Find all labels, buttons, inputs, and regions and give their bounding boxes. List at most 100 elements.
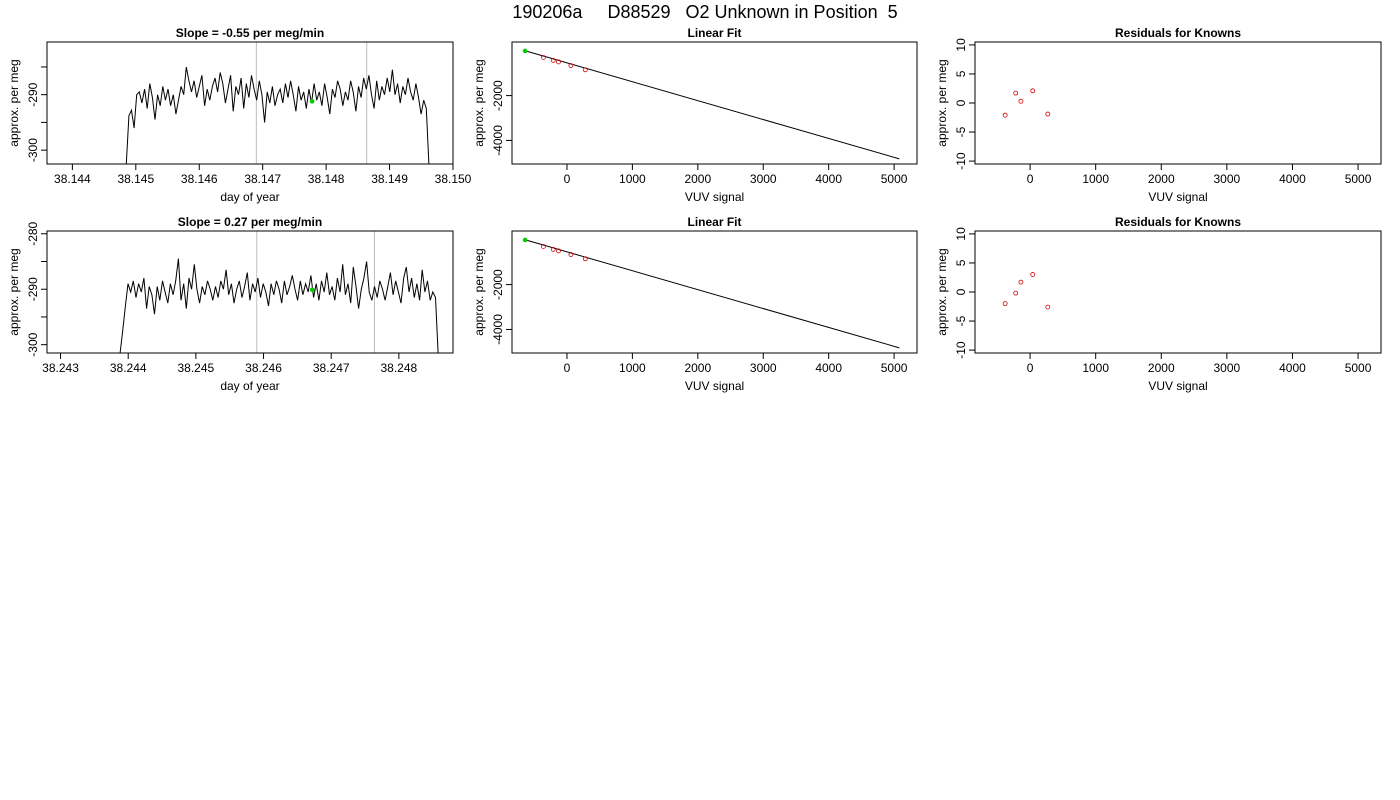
x-tick-label: 1000 [619, 172, 646, 186]
y-tick-label: -280 [26, 221, 40, 245]
y-tick-label: -2000 [491, 269, 505, 300]
y-tick-label: 0 [954, 99, 968, 106]
y-tick-label: -10 [954, 152, 968, 170]
known-point [541, 55, 546, 60]
x-tick-label: 5000 [1345, 172, 1372, 186]
y-tick-label: -2000 [491, 80, 505, 111]
unknown-point [522, 48, 528, 54]
y-tick-label: -290 [26, 82, 40, 106]
page-title: 190206a D88529 O2 Unknown in Position 5 [512, 2, 898, 22]
y-tick-label: -4000 [491, 314, 505, 345]
y-axis-label: approx. per meg [472, 59, 486, 146]
x-tick-label: 2000 [684, 361, 711, 375]
y-axis-label: approx. per meg [935, 248, 949, 335]
known-point [550, 57, 556, 63]
residual-point [1030, 272, 1036, 277]
x-tick-label: 4000 [1279, 172, 1306, 186]
residual-point [1013, 290, 1019, 296]
chart-title: Linear Fit [687, 215, 741, 229]
residual-point [1018, 98, 1024, 104]
chart-panel-6: Residuals for Knowns 0 1000 2000 3000 4000 500… [935, 215, 1382, 393]
plot-frame [46, 41, 454, 165]
y-tick-label: 5 [954, 70, 968, 77]
plot-area [119, 231, 439, 353]
x-tick-label: 1000 [1082, 172, 1109, 186]
plot-area [125, 42, 430, 164]
known-point [556, 59, 561, 65]
chart-title: Residuals for Knowns [1115, 26, 1241, 40]
chart-panel-4: Slope = 0.27 per meg/min 38.243 38.244 38.2… [7, 215, 454, 393]
known-point [568, 63, 574, 68]
x-tick-label: 38.245 [178, 361, 215, 375]
plot-frame [46, 230, 454, 354]
x-tick-label: 38.246 [245, 361, 282, 375]
fit-line [524, 239, 900, 349]
residual-point [1018, 279, 1024, 285]
y-tick-label: -290 [26, 277, 40, 301]
x-tick-label: 38.247 [313, 361, 350, 375]
x-tick-label: 4000 [815, 172, 842, 186]
x-axis-label: VUV signal [1148, 379, 1207, 393]
residual-point [1013, 90, 1019, 96]
residual-point [1002, 112, 1008, 118]
chart-panel-2: Linear Fit 0 1000 2000 3000 4000 5000 -4000 -200… [472, 26, 918, 204]
x-tick-label: 38.243 [42, 361, 79, 375]
x-tick-label: 5000 [881, 361, 908, 375]
y-tick-label: 0 [954, 288, 968, 295]
x-tick-label: 38.149 [371, 172, 408, 186]
current-point-marker [309, 287, 315, 293]
x-tick-label: 1000 [1082, 361, 1109, 375]
residual-point [1030, 88, 1036, 94]
chart-title: Slope = 0.27 per meg/min [178, 215, 322, 229]
chart-title: Linear Fit [687, 26, 741, 40]
x-tick-label: 3000 [750, 172, 777, 186]
x-tick-label: 38.148 [308, 172, 345, 186]
chart-title: Residuals for Knowns [1115, 215, 1241, 229]
known-point [550, 246, 556, 252]
plot-area [522, 237, 900, 349]
chart-panel-3: Residuals for Knowns 0 1000 2000 3000 4000 500… [935, 26, 1382, 204]
x-tick-label: 0 [564, 361, 571, 375]
series-line [119, 258, 439, 353]
x-tick-label: 4000 [815, 361, 842, 375]
y-tick-label: -300 [26, 332, 40, 356]
y-axis-label: approx. per meg [7, 248, 21, 335]
y-tick-label: 10 [954, 227, 968, 241]
x-axis-label: day of year [220, 190, 279, 204]
x-tick-label: 38.146 [181, 172, 218, 186]
plot-frame [974, 230, 1382, 354]
x-tick-label: 3000 [1214, 361, 1241, 375]
chart-title: Slope = -0.55 per meg/min [176, 26, 324, 40]
x-tick-label: 2000 [1148, 361, 1175, 375]
chart-panel-1: Slope = -0.55 per meg/min 38.144 38.145 38.… [7, 26, 472, 204]
plot-frame [974, 41, 1382, 165]
x-tick-label: 3000 [750, 361, 777, 375]
y-tick-label: -5 [954, 315, 968, 326]
x-tick-label: 2000 [1148, 172, 1175, 186]
plot-frame [511, 230, 918, 354]
x-axis-label: VUV signal [1148, 190, 1207, 204]
residual-point [1002, 301, 1008, 307]
x-tick-label: 38.145 [117, 172, 154, 186]
x-tick-label: 0 [1027, 361, 1034, 375]
x-tick-label: 5000 [1345, 361, 1372, 375]
known-point [541, 244, 546, 249]
x-tick-label: 4000 [1279, 361, 1306, 375]
y-tick-label: -10 [954, 341, 968, 359]
x-axis-label: VUV signal [685, 190, 744, 204]
fit-line [524, 50, 900, 160]
chart-panel-5: Linear Fit 0 1000 2000 3000 4000 5000 -4000 -200… [472, 215, 918, 393]
x-axis-label: VUV signal [685, 379, 744, 393]
x-tick-label: 0 [564, 172, 571, 186]
y-tick-label: 10 [954, 38, 968, 52]
unknown-point [522, 237, 528, 243]
x-tick-label: 3000 [1214, 172, 1241, 186]
x-tick-label: 2000 [684, 172, 711, 186]
x-axis-label: day of year [220, 379, 279, 393]
known-point [556, 248, 561, 254]
x-tick-label: 38.147 [244, 172, 281, 186]
x-tick-label: 38.244 [110, 361, 147, 375]
current-point-marker [309, 99, 315, 104]
residual-point [1045, 304, 1051, 310]
